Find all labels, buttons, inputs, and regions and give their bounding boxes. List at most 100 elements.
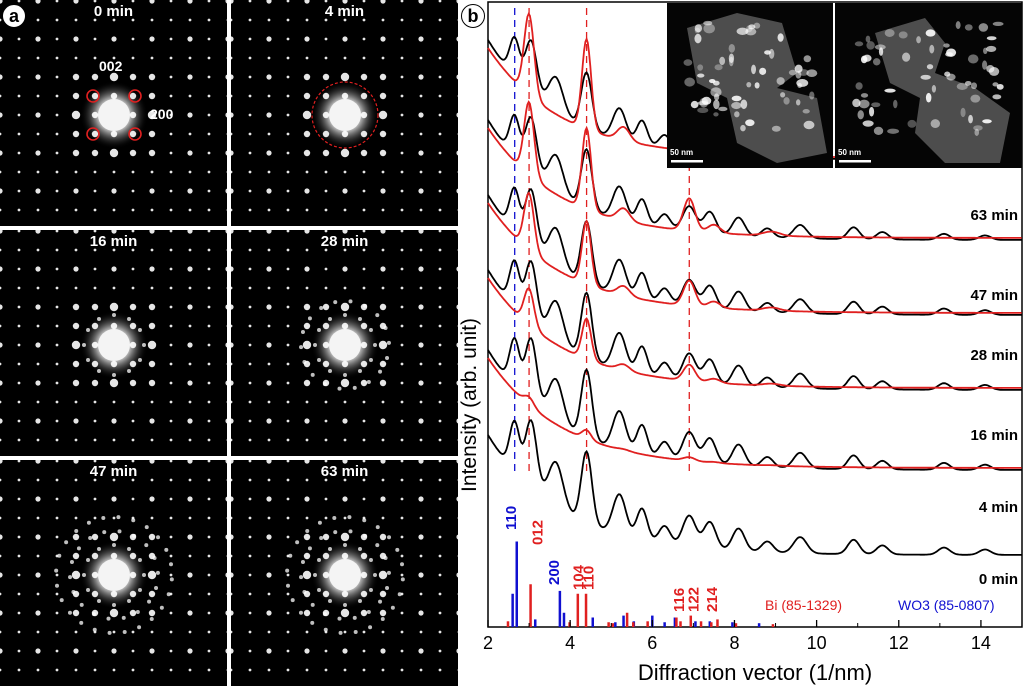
lattice-spot [17,113,21,117]
nanoparticle [898,31,908,39]
nanoparticle [996,83,1004,90]
nanoparticle [986,45,997,52]
lattice-spot [231,478,233,482]
lattice-spot [149,36,155,42]
ring-spot [299,575,304,580]
ring-spot [135,609,140,614]
ring-spot [373,343,377,347]
ring-spot [375,313,380,318]
nanoparticle [860,93,869,98]
lattice-spot [55,419,59,423]
ring-spot [86,358,91,362]
lattice-spot [343,478,347,482]
ring-spot [305,528,310,533]
nanoparticle [955,21,961,30]
lattice-spot [380,460,386,464]
lattice-spot [248,324,252,328]
lattice-spot [188,208,192,212]
lattice-spot [418,112,424,118]
lattice-spot [188,400,192,404]
lattice-spot [188,592,192,596]
lattice-spot [0,554,2,558]
ring-spot [285,583,290,588]
lattice-spot [324,286,328,290]
lattice-spot [438,381,442,385]
lattice-spot [55,668,59,672]
lattice-spot [324,189,328,193]
ring-spot [154,586,159,591]
ring-spot [142,573,146,577]
lattice-spot [286,208,290,212]
lattice-spot [129,590,137,598]
lattice-spot [91,533,99,541]
ring-spot [137,358,142,362]
lattice-spot [231,554,233,558]
lattice-spot [147,570,157,580]
ring-spot [337,616,342,621]
ring-spot [366,609,371,614]
lattice-spot [73,648,79,654]
lattice-spot [381,286,385,290]
lattice-spot [266,230,272,234]
lattice-spot [129,149,137,157]
lattice-spot [343,56,347,60]
lattice-spot [169,535,173,539]
lattice-spot [0,286,2,290]
diffraction-tile: 63 min [231,460,458,686]
lattice-spot [322,533,330,541]
lattice-spot [71,340,81,350]
lattice-spot [360,130,368,138]
nanoparticle [893,99,898,109]
lattice-spot [207,113,211,117]
lattice-spot [207,497,211,501]
lattice-spot [17,0,21,3]
nanoparticle [806,69,818,77]
bi-peak-label: 110 [581,566,598,590]
lattice-spot [418,572,424,578]
lattice-spot [248,170,252,174]
lattice-spot [169,189,173,193]
lattice-spot [207,18,211,22]
lattice-spot [93,208,97,212]
lattice-spot [91,552,99,560]
lattice-spot [266,342,272,348]
lattice-spot [55,151,59,155]
lattice-spot [35,418,41,424]
lattice-spot [286,381,290,385]
lattice-spot [74,516,78,520]
lattice-spot [231,668,233,672]
lattice-spot [342,418,348,424]
lattice-spot [55,343,59,347]
lattice-spot [341,130,349,138]
ring-spot [323,627,328,632]
lattice-spot [304,496,310,502]
lattice-spot [169,18,173,22]
lattice-spot [129,73,137,81]
lattice-spot [231,18,233,22]
lattice-spot [438,75,442,79]
lattice-spot [324,460,328,463]
lattice-spot [148,590,156,598]
lattice-spot [267,478,271,482]
lattice-spot [286,400,290,404]
ring-spot [117,529,122,534]
lattice-spot [225,74,227,80]
curve-labels: 63 min 47 min 28 min 16 min 4 min 0 min [970,207,1018,588]
lattice-spot [362,18,366,22]
lattice-spot [148,92,156,100]
lattice-spot [149,460,155,464]
lattice-spot [248,516,252,520]
lattice-spot [400,18,404,22]
lattice-spot [111,418,117,424]
ring-spot [116,515,121,520]
lattice-spot [17,573,21,577]
lattice-spot [418,36,424,42]
lattice-spot [207,535,211,539]
ring-spot [127,317,131,322]
lattice-spot [286,649,290,653]
ring-spot [397,592,402,597]
lattice-spot [380,266,386,272]
lattice-spot [418,648,424,654]
lattice-spot [207,611,211,615]
lattice-spot [286,267,290,271]
